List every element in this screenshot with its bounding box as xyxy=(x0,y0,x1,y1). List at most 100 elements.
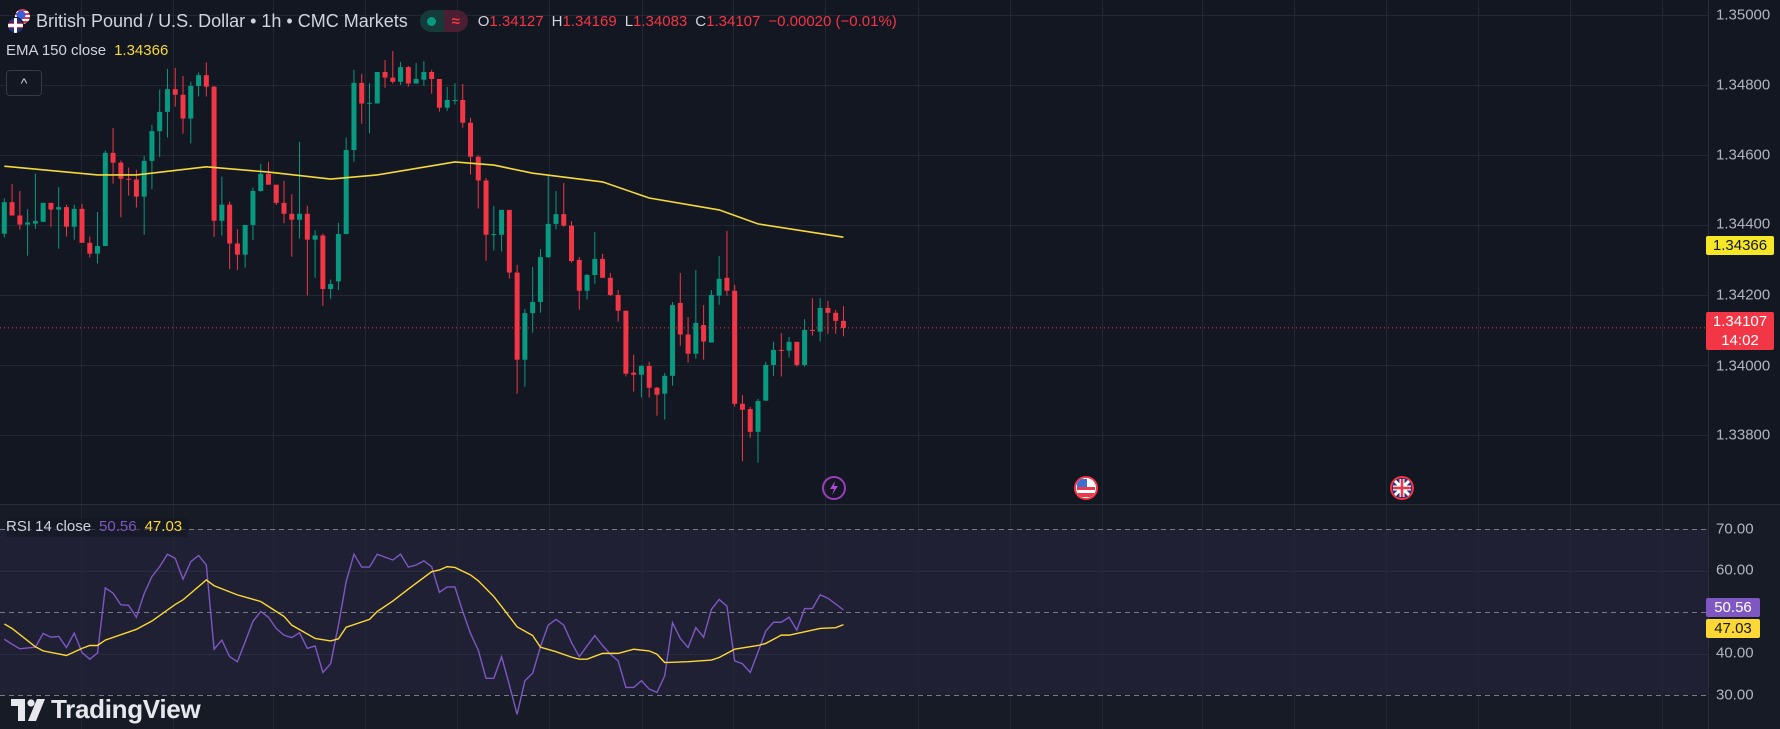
rsi-value-tag: 50.56 xyxy=(1706,598,1760,617)
candle-up xyxy=(242,224,248,255)
price-tick: 1.34000 xyxy=(1716,357,1771,375)
candle-down xyxy=(514,272,520,360)
high-value: 1.34169 xyxy=(562,12,617,30)
candle-down xyxy=(747,409,753,432)
candle-up xyxy=(335,234,341,282)
candle-up xyxy=(164,89,170,112)
candle-up xyxy=(421,72,427,80)
candle-down xyxy=(63,207,69,227)
candle-down xyxy=(304,213,310,240)
candle-up xyxy=(817,307,823,332)
candle-up xyxy=(141,160,147,197)
candle-up xyxy=(297,213,303,220)
candle-up xyxy=(716,278,722,296)
candle-up xyxy=(662,375,668,394)
rsi-ma-legend-value: 47.03 xyxy=(144,518,183,535)
event-marker-lightning[interactable] xyxy=(822,476,846,500)
candle-down xyxy=(833,312,839,321)
candle-down xyxy=(460,100,466,123)
candle-down xyxy=(133,179,139,197)
candle-down xyxy=(646,366,652,388)
data-delay-icon: ≈ xyxy=(443,10,468,32)
symbol-title[interactable]: British Pound / U.S. Dollar • 1h • CMC M… xyxy=(36,10,408,31)
rsi-legend[interactable]: RSI 14 close 50.56 47.03 xyxy=(6,518,189,537)
tradingview-logo-icon xyxy=(11,698,45,721)
candle-up xyxy=(56,207,62,210)
candle-up xyxy=(157,111,163,132)
candle-up xyxy=(786,341,792,351)
candle-down xyxy=(281,202,287,214)
candle-up xyxy=(452,100,458,101)
candle-down xyxy=(9,202,15,216)
rsi-tick: 40.00 xyxy=(1716,644,1754,662)
candle-down xyxy=(227,204,233,244)
candle-down xyxy=(654,387,660,395)
event-marker-uk[interactable] xyxy=(1390,476,1414,500)
candle-down xyxy=(289,213,295,220)
candle-down xyxy=(211,86,217,221)
candle-down xyxy=(600,258,606,278)
candle-up xyxy=(755,401,761,432)
candle-down xyxy=(390,77,396,82)
market-status-pill[interactable]: ≈ xyxy=(419,10,468,32)
candle-down xyxy=(739,403,745,410)
candle-down xyxy=(87,242,93,254)
gbp-usd-flags-icon xyxy=(6,9,32,34)
tradingview-logo[interactable]: TradingView xyxy=(11,694,201,725)
candle-down xyxy=(265,173,271,185)
rsi-tick: 30.00 xyxy=(1716,686,1754,704)
open-label: O xyxy=(477,12,490,30)
candle-down xyxy=(359,82,365,104)
ohlc-values: O1.34127 H1.34169 L1.34083 C1.34107 −0.0… xyxy=(478,13,897,30)
candle-down xyxy=(506,209,512,273)
candle-down xyxy=(203,75,209,87)
rsi-ma-line xyxy=(3,565,844,664)
close-value: 1.34107 xyxy=(706,12,761,30)
candle-down xyxy=(483,180,489,235)
high-label: H xyxy=(551,12,563,30)
ema-legend-name: EMA 150 close xyxy=(6,42,107,59)
event-marker-us[interactable] xyxy=(1074,476,1098,500)
collapse-legend-button[interactable]: ^ xyxy=(6,70,42,96)
candle-up xyxy=(25,222,31,225)
candle-down xyxy=(732,290,738,404)
candle-down xyxy=(685,334,691,354)
candle-down xyxy=(118,162,124,179)
candle-down xyxy=(382,72,388,78)
candle-down xyxy=(79,208,85,243)
candle-down xyxy=(778,349,784,351)
low-label: L xyxy=(624,12,634,30)
symbol-header: British Pound / U.S. Dollar • 1h • CMC M… xyxy=(6,9,897,34)
ema-legend[interactable]: EMA 150 close 1.34366 xyxy=(6,42,168,59)
candle-down xyxy=(569,225,575,261)
candle-up xyxy=(553,214,559,224)
candle-up xyxy=(584,275,590,291)
candle-up xyxy=(537,257,543,302)
candle-up xyxy=(530,301,536,314)
candle-down xyxy=(48,202,54,210)
candle-up xyxy=(95,245,101,254)
candle-down xyxy=(631,372,637,375)
price-tick: 1.34800 xyxy=(1716,76,1771,94)
candle-up xyxy=(545,223,551,258)
candle-up xyxy=(196,75,202,86)
candle-up xyxy=(491,234,497,236)
candle-up xyxy=(522,313,528,360)
candle-up xyxy=(32,221,38,224)
candle-up xyxy=(102,152,108,246)
market-open-dot-icon xyxy=(419,10,444,32)
rsi-legend-value: 50.56 xyxy=(99,518,137,535)
price-tick: 1.33800 xyxy=(1716,426,1771,444)
candle-up xyxy=(444,100,450,108)
candle-down xyxy=(724,277,730,291)
candle-down xyxy=(615,294,621,311)
candle-up xyxy=(592,258,598,275)
bar-countdown: 14:02 xyxy=(1721,332,1759,349)
low-value: 1.34083 xyxy=(633,12,688,30)
candle-down xyxy=(234,243,240,255)
candle-down xyxy=(17,215,23,225)
candle-up xyxy=(250,191,256,225)
price-tick: 1.34400 xyxy=(1716,215,1771,233)
candle-down xyxy=(561,214,567,226)
